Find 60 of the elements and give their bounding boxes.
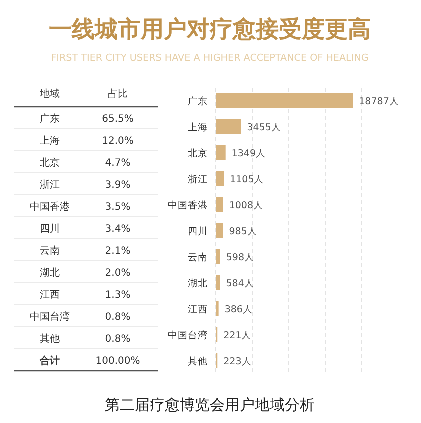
category-label: 北京 [40, 157, 60, 169]
text: 0.8% [105, 334, 131, 345]
category-label: 广东 [40, 113, 60, 125]
y-tick-label: 广东 [188, 96, 208, 108]
bar [216, 172, 224, 186]
text: 12.0% [102, 136, 134, 147]
category-label: 合计 [39, 355, 60, 367]
category-label: 上海 [40, 135, 60, 147]
data-label: 221人 [224, 330, 252, 342]
y-tick-label: 上海 [188, 122, 208, 134]
bar [216, 276, 220, 290]
text: 第二届疗愈博览会用户地域分析 [105, 396, 315, 414]
category-label: 湖北 [40, 267, 60, 279]
text: 3.4% [105, 224, 131, 235]
y-tick-label: 中国台湾 [168, 330, 208, 342]
bar [216, 302, 219, 316]
bar [216, 94, 354, 108]
text: 65.5% [102, 114, 134, 125]
text: 100.00% [96, 356, 140, 367]
category-label: 其他 [40, 333, 60, 345]
bar [216, 224, 224, 238]
y-tick-label: 四川 [188, 226, 208, 238]
category-label: 中国台湾 [30, 311, 70, 323]
text: 占比 [108, 88, 128, 100]
y-tick-label: 江西 [188, 304, 208, 316]
y-tick-label: 中国香港 [168, 200, 208, 212]
text: 一线城市用户对疗愈接受度更高 [49, 16, 371, 43]
y-tick-label: 云南 [188, 252, 208, 264]
text: FIRST TIER CITY USERS HAVE A HIGHER ACCEPTANCE OF HEALING [51, 53, 369, 64]
bar [216, 198, 224, 212]
text: 0.8% [105, 312, 131, 323]
data-label: 1008人 [229, 200, 264, 212]
category-label: 四川 [40, 223, 60, 235]
data-label: 3455人 [247, 122, 282, 134]
text: 2.1% [105, 246, 131, 257]
bar [216, 120, 242, 134]
text: 3.5% [105, 202, 131, 213]
bar [216, 146, 226, 160]
y-tick-label: 北京 [188, 148, 208, 160]
category-label: 云南 [40, 245, 60, 257]
data-label: 985人 [229, 226, 258, 238]
data-label: 1349人 [232, 148, 266, 160]
category-label: 中国香港 [30, 201, 70, 213]
y-tick-label: 浙江 [188, 174, 208, 186]
category-label: 江西 [40, 289, 60, 301]
data-label: 386人 [224, 304, 253, 316]
y-tick-label: 湖北 [188, 278, 208, 290]
text: 地域 [39, 88, 60, 100]
bar [216, 250, 220, 264]
data-label: 584人 [226, 278, 254, 290]
data-label: 598人 [226, 252, 255, 264]
y-tick-label: 其他 [188, 356, 208, 368]
data-label: 223人 [224, 356, 252, 368]
data-label: 1105人 [230, 174, 264, 186]
text: 2.0% [105, 268, 131, 279]
category-label: 浙江 [40, 179, 60, 191]
text: 1.3% [105, 290, 131, 301]
data-label: 18787人 [359, 96, 400, 108]
text: 4.7% [105, 158, 131, 169]
text: 3.9% [105, 180, 131, 191]
